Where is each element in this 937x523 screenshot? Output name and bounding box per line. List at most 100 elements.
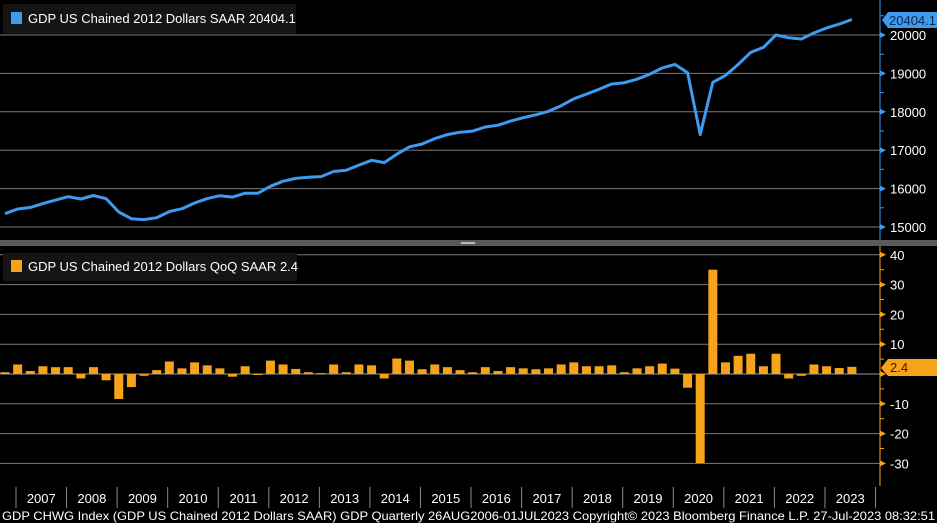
tick-marker xyxy=(880,70,886,77)
legend-swatch-blue xyxy=(11,12,22,24)
year-label: 2019 xyxy=(634,491,663,506)
x-axis: 2007 2008 2009 2010 2011 2012 2013 2014 2015 2016… xyxy=(15,487,877,508)
qoq-bar xyxy=(784,374,794,379)
qoq-bars xyxy=(0,269,857,464)
qoq-bar xyxy=(316,373,326,375)
qoq-bar xyxy=(645,366,655,374)
qoq-bar xyxy=(215,368,225,374)
y-tick-label: 20000 xyxy=(890,28,926,43)
qoq-bar xyxy=(114,374,124,400)
qoq-bar xyxy=(63,367,73,374)
year-label: 2007 xyxy=(27,491,56,506)
qoq-bar xyxy=(367,365,377,374)
qoq-bar xyxy=(404,360,414,374)
y-tick-label: 40 xyxy=(890,248,904,263)
year-label: 2013 xyxy=(330,491,359,506)
qoq-bar xyxy=(531,369,541,374)
qoq-bar xyxy=(139,374,149,376)
qoq-bar xyxy=(76,374,86,379)
gdp-level-line xyxy=(4,18,853,222)
qoq-bar xyxy=(303,372,313,374)
y-tick-label: 30 xyxy=(890,278,904,293)
year-label: 2021 xyxy=(735,491,764,506)
qoq-bar xyxy=(733,355,743,374)
tick-marker xyxy=(880,400,886,407)
year-label: 2020 xyxy=(684,491,713,506)
tick-marker xyxy=(880,341,886,348)
qoq-bar xyxy=(265,360,275,374)
qoq-bar xyxy=(607,365,617,374)
tick-marker xyxy=(880,430,886,437)
qoq-bar xyxy=(101,374,111,381)
qoq-bar xyxy=(291,368,301,374)
qoq-bar xyxy=(720,362,730,374)
bottom-legend-label: GDP US Chained 2012 Dollars QoQ SAAR xyxy=(28,259,276,274)
qoq-bar xyxy=(417,369,427,374)
qoq-bar xyxy=(228,374,238,377)
qoq-bar xyxy=(455,370,465,374)
qoq-bar xyxy=(518,368,528,374)
y-tick-label: -20 xyxy=(890,427,909,442)
qoq-bar xyxy=(51,367,61,374)
y-tick-label: 10 xyxy=(890,337,904,352)
tick-marker xyxy=(880,281,886,288)
qoq-bar xyxy=(657,363,667,374)
qoq-bar xyxy=(683,374,693,388)
top-panel-grid xyxy=(0,34,880,228)
top-last-value: 20404.1 xyxy=(889,13,936,28)
year-label: 2015 xyxy=(431,491,460,506)
qoq-bar xyxy=(758,366,768,374)
year-label: 2010 xyxy=(179,491,208,506)
qoq-bar xyxy=(442,367,452,374)
bottom-y-ticks: -30 -20 -10 10 20 30 40 xyxy=(880,248,909,471)
bottom-last-value: 2.4 xyxy=(890,360,908,375)
qoq-bar xyxy=(38,366,48,374)
svg-text:GDP US Chained 2012 Dollars SA: GDP US Chained 2012 Dollars SAAR 20404.1 xyxy=(28,11,296,26)
y-tick-label: 17000 xyxy=(890,143,926,158)
qoq-bar xyxy=(278,364,288,374)
qoq-bar xyxy=(202,365,212,374)
year-label: 2022 xyxy=(785,491,814,506)
qoq-bar xyxy=(152,370,162,374)
year-label: 2012 xyxy=(280,491,309,506)
bottom-legend: GDP US Chained 2012 Dollars QoQ SAAR 2.4 xyxy=(3,253,298,281)
qoq-bar xyxy=(544,368,554,374)
top-legend-label: GDP US Chained 2012 Dollars SAAR xyxy=(28,11,245,26)
qoq-bar xyxy=(341,372,351,374)
qoq-bar xyxy=(240,366,250,374)
qoq-bar xyxy=(695,374,705,464)
qoq-bar xyxy=(190,362,200,374)
qoq-bar xyxy=(822,366,832,374)
qoq-bar xyxy=(632,368,642,374)
y-tick-label: 19000 xyxy=(890,66,926,81)
svg-text:GDP US Chained 2012 Dollars Qo: GDP US Chained 2012 Dollars QoQ SAAR 2.4 xyxy=(28,259,298,274)
bottom-last-value-tag: 2.4 xyxy=(881,359,937,376)
qoq-bar xyxy=(480,367,490,374)
qoq-bar xyxy=(796,374,806,376)
bottom-legend-value: 2.4 xyxy=(280,259,298,274)
tick-marker xyxy=(880,460,886,467)
qoq-bar xyxy=(25,371,35,374)
y-tick-label: 18000 xyxy=(890,105,926,120)
qoq-bar xyxy=(164,361,174,374)
panel-divider-handle[interactable] xyxy=(461,242,475,244)
y-tick-label: -10 xyxy=(890,397,909,412)
qoq-bar xyxy=(126,374,136,388)
tick-marker xyxy=(880,147,886,154)
qoq-bar xyxy=(569,362,579,374)
year-label: 2008 xyxy=(77,491,106,506)
qoq-bar xyxy=(581,366,591,374)
tick-marker xyxy=(880,224,886,230)
y-tick-label: 15000 xyxy=(890,220,926,235)
tick-marker xyxy=(880,108,886,115)
year-label: 2018 xyxy=(583,491,612,506)
year-label: 2011 xyxy=(230,491,258,506)
qoq-bar xyxy=(834,368,844,374)
year-label: 2017 xyxy=(532,491,561,506)
qoq-bar xyxy=(493,371,503,374)
qoq-bar xyxy=(746,353,756,374)
y-tick-label: 20 xyxy=(890,307,904,322)
qoq-bar xyxy=(556,364,566,374)
qoq-bar xyxy=(847,366,857,374)
